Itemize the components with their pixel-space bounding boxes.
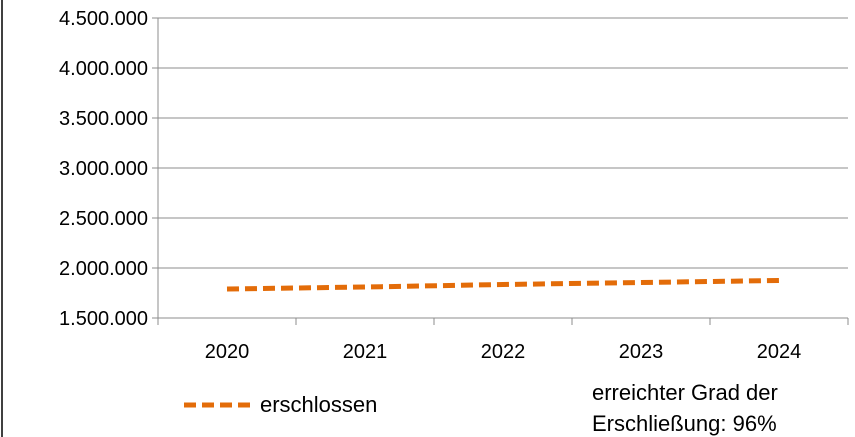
x-tick-label: 2024 bbox=[757, 341, 802, 363]
y-tick-label: 2.000.000 bbox=[59, 258, 148, 280]
gridlines bbox=[152, 17, 848, 319]
annotation-line-2: Erschließung: 96% bbox=[592, 411, 777, 436]
y-tick-label: 1.500.000 bbox=[59, 308, 148, 330]
legend-label-erschlossen: erschlossen bbox=[260, 392, 377, 417]
y-tick-label: 2.500.000 bbox=[59, 208, 148, 230]
y-axis: 1.500.000 2.000.000 2.500.000 3.000.000 3.50… bbox=[59, 8, 159, 330]
x-axis: 2020 2021 2022 2023 2024 bbox=[157, 318, 849, 363]
x-tick-label: 2021 bbox=[343, 341, 388, 363]
x-tick-label: 2020 bbox=[205, 341, 250, 363]
y-tick-label: 3.000.000 bbox=[59, 158, 148, 180]
x-tick-label: 2023 bbox=[619, 341, 664, 363]
legend: erschlossen bbox=[184, 392, 377, 417]
annotation-line-1: erreichter Grad der bbox=[592, 380, 778, 405]
x-tick-label: 2022 bbox=[481, 341, 526, 363]
y-tick-label: 4.000.000 bbox=[59, 58, 148, 80]
series-line-erschlossen bbox=[226, 278, 780, 292]
annotation: erreichter Grad der Erschließung: 96% bbox=[592, 380, 778, 436]
series-layer bbox=[226, 278, 780, 292]
y-tick-label: 4.500.000 bbox=[59, 8, 148, 30]
y-tick-label: 3.500.000 bbox=[59, 108, 148, 130]
